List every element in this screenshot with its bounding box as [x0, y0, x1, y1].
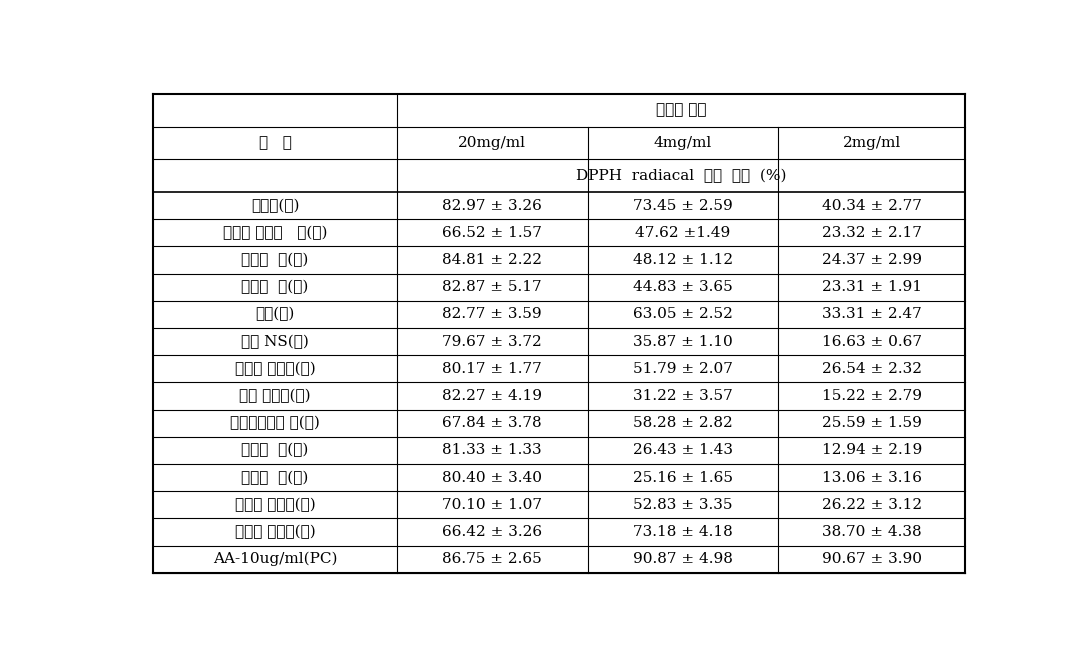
Text: AA-10ug/ml(PC): AA-10ug/ml(PC) — [213, 552, 337, 567]
Text: 81.33 ± 1.33: 81.33 ± 1.33 — [442, 443, 542, 457]
Text: 86.75 ± 2.65: 86.75 ± 2.65 — [442, 552, 542, 567]
Text: 카둔잎 개화전(제): 카둔잎 개화전(제) — [235, 498, 315, 512]
Text: 66.42 ± 3.26: 66.42 ± 3.26 — [442, 525, 542, 539]
Text: 공심체(강): 공심체(강) — [251, 198, 299, 213]
Text: 여주 NS(강): 여주 NS(강) — [241, 335, 309, 349]
Text: 80.40 ± 3.40: 80.40 ± 3.40 — [442, 471, 542, 485]
Text: 63.05 ± 2.52: 63.05 ± 2.52 — [633, 307, 733, 322]
Text: 35.87 ± 1.10: 35.87 ± 1.10 — [633, 335, 733, 348]
Text: 67.84 ± 3.78: 67.84 ± 3.78 — [442, 417, 542, 430]
Text: 시   료: 시 료 — [259, 136, 291, 150]
Text: 오크라  녹(제): 오크라 녹(제) — [241, 470, 309, 485]
Text: 80.17 ± 1.77: 80.17 ± 1.77 — [442, 362, 542, 376]
Text: 25.59 ± 1.59: 25.59 ± 1.59 — [822, 417, 922, 430]
Text: 추출물 농도: 추출물 농도 — [656, 103, 706, 117]
Text: 38.70 ± 4.38: 38.70 ± 4.38 — [822, 525, 922, 539]
Text: 인디안시금치 청(강): 인디안시금치 청(강) — [230, 416, 320, 430]
Text: 25.16 ± 1.65: 25.16 ± 1.65 — [633, 471, 733, 485]
Text: 오크라  적(제): 오크라 적(제) — [241, 443, 309, 458]
Text: 24.37 ± 2.99: 24.37 ± 2.99 — [822, 253, 922, 267]
Text: 4mg/ml: 4mg/ml — [654, 136, 712, 150]
Text: 70.10 ± 1.07: 70.10 ± 1.07 — [442, 498, 542, 512]
Text: 15.22 ± 2.79: 15.22 ± 2.79 — [822, 389, 922, 403]
Text: 26.22 ± 3.12: 26.22 ± 3.12 — [822, 498, 922, 512]
Text: 51.79 ± 2.07: 51.79 ± 2.07 — [633, 362, 733, 376]
Text: 82.87 ± 5.17: 82.87 ± 5.17 — [442, 280, 542, 294]
Text: 48.12 ± 1.12: 48.12 ± 1.12 — [633, 253, 733, 267]
Text: 오크라  청(강): 오크라 청(강) — [241, 280, 309, 294]
Text: 90.67 ± 3.90: 90.67 ± 3.90 — [822, 552, 922, 567]
Text: 26.43 ± 1.43: 26.43 ± 1.43 — [633, 443, 733, 457]
Text: 여주 오돌이(강): 여주 오돌이(강) — [239, 389, 311, 403]
Text: 47.62 ±1.49: 47.62 ±1.49 — [635, 226, 731, 240]
Text: 12.94 ± 2.19: 12.94 ± 2.19 — [822, 443, 922, 457]
Text: 2mg/ml: 2mg/ml — [842, 136, 901, 150]
Text: 44.83 ± 3.65: 44.83 ± 3.65 — [633, 280, 733, 294]
Text: 40.34 ± 2.77: 40.34 ± 2.77 — [822, 198, 922, 213]
Text: 82.97 ± 3.26: 82.97 ± 3.26 — [442, 198, 542, 213]
Text: 23.31 ± 1.91: 23.31 ± 1.91 — [822, 280, 922, 294]
Text: 지팡이 강낙콩(강): 지팡이 강낙콩(강) — [235, 362, 315, 376]
Text: 73.45 ± 2.59: 73.45 ± 2.59 — [633, 198, 733, 213]
Text: 90.87 ± 4.98: 90.87 ± 4.98 — [633, 552, 733, 567]
Text: 26.54 ± 2.32: 26.54 ± 2.32 — [822, 362, 922, 376]
Text: 84.81 ± 2.22: 84.81 ± 2.22 — [442, 253, 542, 267]
Text: 카둔잎 개화후(제): 카둔잎 개화후(제) — [235, 525, 315, 539]
Text: 33.31 ± 2.47: 33.31 ± 2.47 — [822, 307, 922, 322]
Text: 31.22 ± 3.57: 31.22 ± 3.57 — [633, 389, 733, 403]
Text: 58.28 ± 2.82: 58.28 ± 2.82 — [633, 417, 733, 430]
Text: 79.67 ± 3.72: 79.67 ± 3.72 — [442, 335, 542, 348]
Text: 16.63 ± 0.67: 16.63 ± 0.67 — [822, 335, 922, 348]
Text: 66.52 ± 1.57: 66.52 ± 1.57 — [442, 226, 542, 240]
Text: 롱빈(강): 롱빈(강) — [255, 307, 295, 322]
Text: 73.18 ± 4.18: 73.18 ± 4.18 — [633, 525, 733, 539]
Text: 23.32 ± 2.17: 23.32 ± 2.17 — [822, 226, 922, 240]
Text: 오크라  적(강): 오크라 적(강) — [241, 253, 309, 267]
Text: 인디언 시금치   적(강): 인디언 시금치 적(강) — [223, 226, 327, 240]
Text: DPPH  radiacal  소거  활성  (%): DPPH radiacal 소거 활성 (%) — [576, 168, 787, 183]
Text: 82.77 ± 3.59: 82.77 ± 3.59 — [442, 307, 542, 322]
Text: 52.83 ± 3.35: 52.83 ± 3.35 — [633, 498, 733, 512]
Text: 13.06 ± 3.16: 13.06 ± 3.16 — [822, 471, 922, 485]
Text: 82.27 ± 4.19: 82.27 ± 4.19 — [442, 389, 542, 403]
Text: 20mg/ml: 20mg/ml — [458, 136, 526, 150]
